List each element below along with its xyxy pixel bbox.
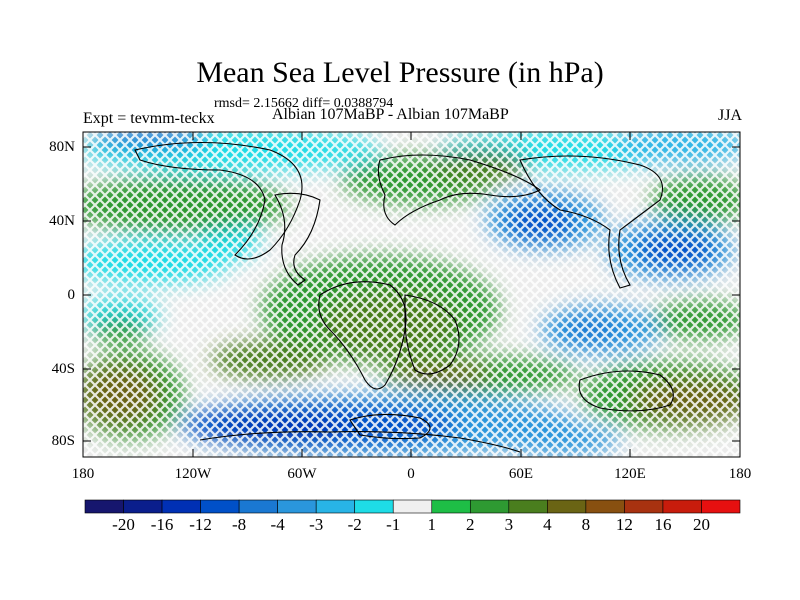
colorbar-label: -1: [386, 515, 401, 534]
colorbar-swatch: [431, 499, 471, 514]
colorbar-swatch: [547, 499, 587, 514]
lon-tick-120w: 120W: [174, 466, 212, 482]
colorbar-label: 12: [615, 515, 633, 534]
colorbar-label: 2: [466, 515, 475, 534]
colorbar-label: 20: [692, 515, 710, 534]
lon-tick-60e: 60E: [508, 466, 534, 482]
colorbar-swatch: [585, 499, 625, 514]
colorbar-label: -2: [347, 515, 362, 534]
colorbar-swatch: [123, 499, 163, 514]
colorbar-label: -8: [232, 515, 247, 534]
colorbar-swatch: [200, 499, 240, 514]
colorbar-swatch: [161, 499, 201, 514]
lon-tick-60w: 60W: [287, 466, 317, 482]
colorbar-label: 4: [543, 515, 552, 534]
axis-ticks: [82, 132, 741, 457]
colorbar-swatch: [354, 499, 394, 514]
colorbar-label: 8: [581, 515, 591, 534]
lat-tick-0: 0: [67, 287, 76, 303]
map-title: Mean Sea Level Pressure (in hPa): [196, 56, 604, 89]
season-label: JJA: [717, 107, 742, 124]
experiment-name: Albian 107MaBP - Albian 107MaBP: [272, 106, 509, 123]
colorbar-label: -3: [309, 515, 324, 534]
colorbar-swatch: [662, 499, 702, 514]
lon-tick-0: 0: [407, 466, 415, 482]
lat-tick-80n: 80N: [49, 139, 75, 155]
pressure-field: [83, 132, 740, 457]
lat-tick-40n: 40N: [49, 213, 75, 229]
colorbar-swatch: [392, 499, 433, 514]
colorbar-label: -4: [270, 515, 285, 534]
lat-tick-40s: 40S: [51, 361, 75, 377]
colorbar-swatch: [315, 499, 356, 514]
colorbar-label: 16: [654, 515, 672, 534]
colorbar-swatch: [624, 499, 664, 514]
colorbar-swatch: [469, 499, 510, 514]
colorbar: [84, 499, 741, 514]
coastlines: [134, 141, 674, 453]
colorbar-swatch: [508, 499, 548, 514]
lon-tick-180e: 180: [728, 466, 752, 482]
colorbar-label: -16: [150, 515, 174, 534]
lon-tick-180w: 180: [71, 466, 95, 482]
colorbar-label: 1: [427, 515, 437, 534]
colorbar-label: 3: [504, 515, 514, 534]
lat-tick-80s: 80S: [51, 433, 75, 449]
colorbar-label: -12: [189, 515, 212, 534]
colorbar-swatch: [277, 499, 317, 514]
lon-tick-120e: 120E: [614, 466, 646, 482]
colorbar-label: -20: [112, 515, 135, 534]
colorbar-swatch: [701, 499, 741, 514]
colorbar-swatch: [238, 499, 278, 514]
rmsd-diff-stats: rmsd= 2.15662 diff= 0.0388794: [214, 96, 394, 111]
colorbar-swatch: [84, 499, 124, 514]
experiment-label: Expt = tevmm-teckx: [83, 110, 215, 127]
